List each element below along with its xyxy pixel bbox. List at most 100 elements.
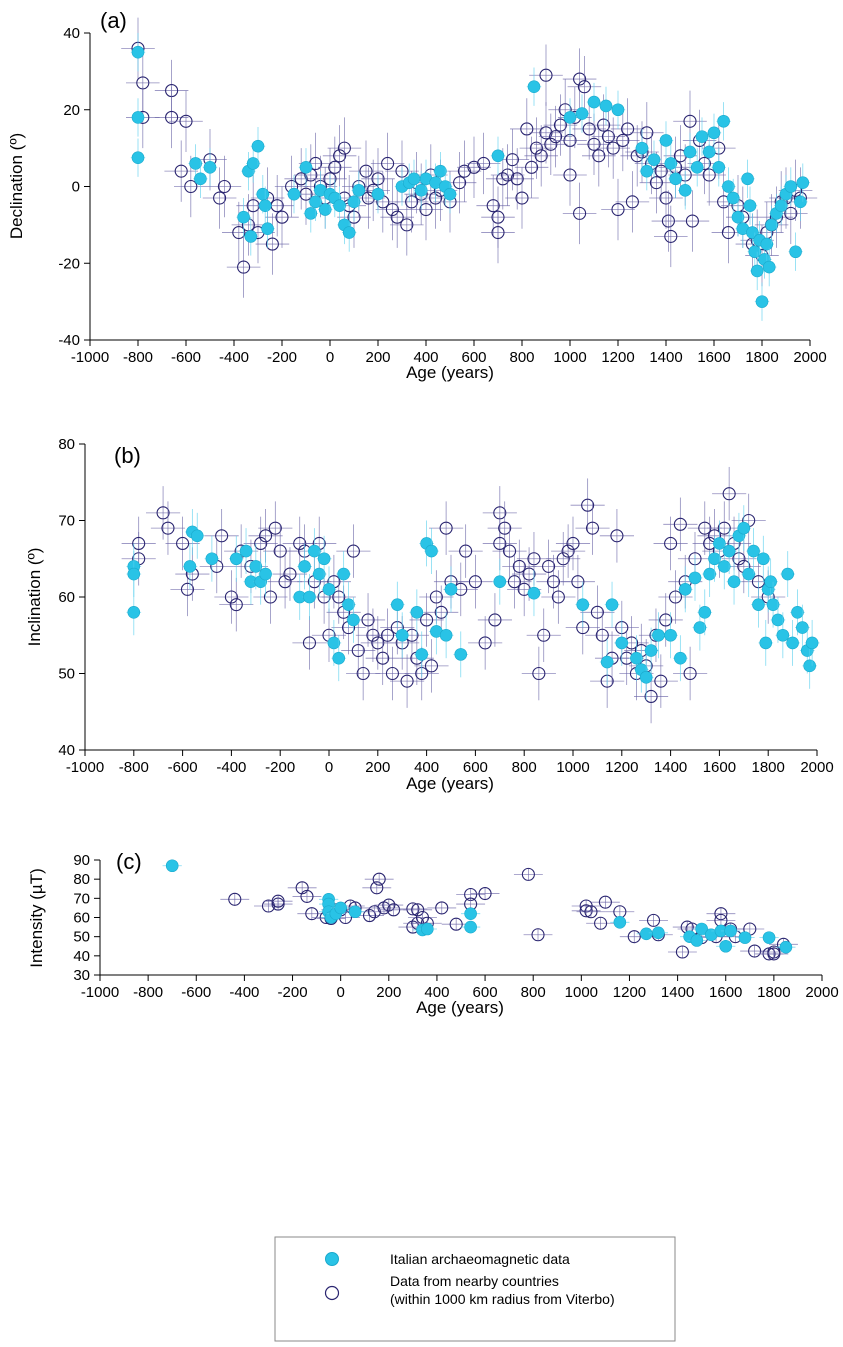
declination-nearby-point [520,122,534,136]
intensity-nearby-point [767,947,781,961]
intensity-italian-point [690,934,704,947]
inclination-italian-point [327,636,341,650]
inclination-italian-point [764,575,777,589]
declination-nearby-point [457,164,471,178]
intensity-x-tick-label: -800 [133,984,163,1001]
declination-x-tick-label: 1400 [649,349,682,366]
intensity-x-tick-label: 400 [424,984,449,1001]
declination-nearby-point [265,237,279,251]
declination-nearby-point [477,156,491,171]
inclination-nearby-point [571,575,585,589]
declination-italian-point [203,161,217,174]
declination-italian-point [131,151,145,165]
intensity-nearby-point [387,903,401,917]
inclination-y-tick-label: 60 [58,589,75,606]
intensity-nearby-point [382,898,396,912]
declination-nearby-point [525,160,539,174]
intensity-italian-point [724,924,737,938]
declination-italian-point [743,199,757,212]
inclination-italian-point [600,655,614,669]
intensity-nearby-point [370,881,384,895]
inclination-nearby-point [278,575,292,589]
intensity-italian-point [165,859,179,873]
declination-italian-point [717,114,730,128]
intensity-nearby-point [372,872,386,886]
intensity-italian-point [334,901,347,915]
inclination-nearby-point [351,643,365,658]
declination-y-tick-label: 40 [63,25,80,42]
intensity-x-tick-label: 200 [376,984,401,1001]
intensity-italian-point [779,940,793,954]
inclination-italian-point [303,590,316,604]
inclination-nearby-point [356,666,370,681]
inclination-nearby-point [224,590,238,604]
inclination-nearby-point [371,636,385,650]
declination-nearby-point [491,226,505,240]
inclination-nearby-point [654,674,668,688]
inclination-nearby-point [156,506,170,520]
inclination-x-tick-label: 800 [512,759,537,776]
declination-y-axis-label: Declination (º) [7,133,26,239]
declination-italian-point [251,139,265,153]
declination-nearby-point [515,191,529,205]
declination-italian-series [130,33,810,321]
declination-italian-point [784,180,798,193]
intensity-nearby-point [579,904,593,918]
declination-nearby-point [625,195,639,209]
inclination-italian-point [747,544,760,558]
declination-nearby-point [582,122,596,136]
inclination-x-tick-label: 1400 [654,759,687,776]
inclination-nearby-point [581,498,595,512]
inclination-nearby-point [542,559,556,573]
intensity-x-tick-label: 800 [521,984,546,1001]
inclination-italian-point [703,567,716,581]
declination-italian-point [611,103,625,117]
inclination-italian-point [317,552,331,566]
intensity-x-tick-label: -600 [181,984,211,1001]
declination-nearby-point [359,164,373,178]
declination-nearby-point [328,160,342,174]
declination-nearby-point [333,149,347,163]
declination-nearby-point [405,195,419,209]
declination-italian-point [304,207,318,220]
inclination-nearby-point [302,636,317,650]
inclination-italian-point [605,598,619,611]
declination-nearby-point [573,206,587,220]
legend-frame [274,1236,676,1342]
intensity-x-axis-label: Age (years) [416,998,504,1017]
declination-x-tick-label: -400 [219,349,249,366]
declination-italian-point [575,107,589,120]
inclination-italian-point [249,560,263,573]
inclination-x-tick-label: 600 [463,759,488,776]
inclination-italian-point [410,605,424,619]
inclination-x-tick-label: 1200 [605,759,638,776]
declination-italian-point [246,157,260,170]
declination-nearby-point [721,226,735,240]
declination-nearby-point [539,68,553,82]
intensity-italian-point [762,931,776,944]
intensity-nearby-point [521,867,535,881]
intensity-nearby-point [411,903,425,917]
declination-panel-label: (a) [100,8,127,33]
inclination-italian-point [717,560,731,573]
inclination-nearby-point [532,666,546,681]
intensity-nearby-point [305,907,319,921]
inclination-nearby-point [468,575,482,589]
inclination-nearby-point [229,598,243,612]
intensity-nearby-point [598,895,612,909]
inclination-panel-label: (b) [114,443,141,468]
declination-italian-point [309,195,322,209]
intensity-y-tick-label: 60 [73,910,90,927]
inclination-nearby-point [722,487,736,501]
declination-nearby-point [601,130,615,144]
intensity-italian-point [652,926,665,940]
inclination-italian-point [332,651,346,665]
declination-nearby-point [213,191,227,205]
declination-nearby-point [659,191,673,205]
intensity-x-tick-label: 1600 [709,984,742,1001]
declination-italian-point [683,145,697,159]
declination-italian-point [563,111,577,124]
inclination-nearby-point [668,590,683,604]
intensity-x-tick-label: 2000 [805,984,838,1001]
declination-nearby-point [553,118,567,132]
